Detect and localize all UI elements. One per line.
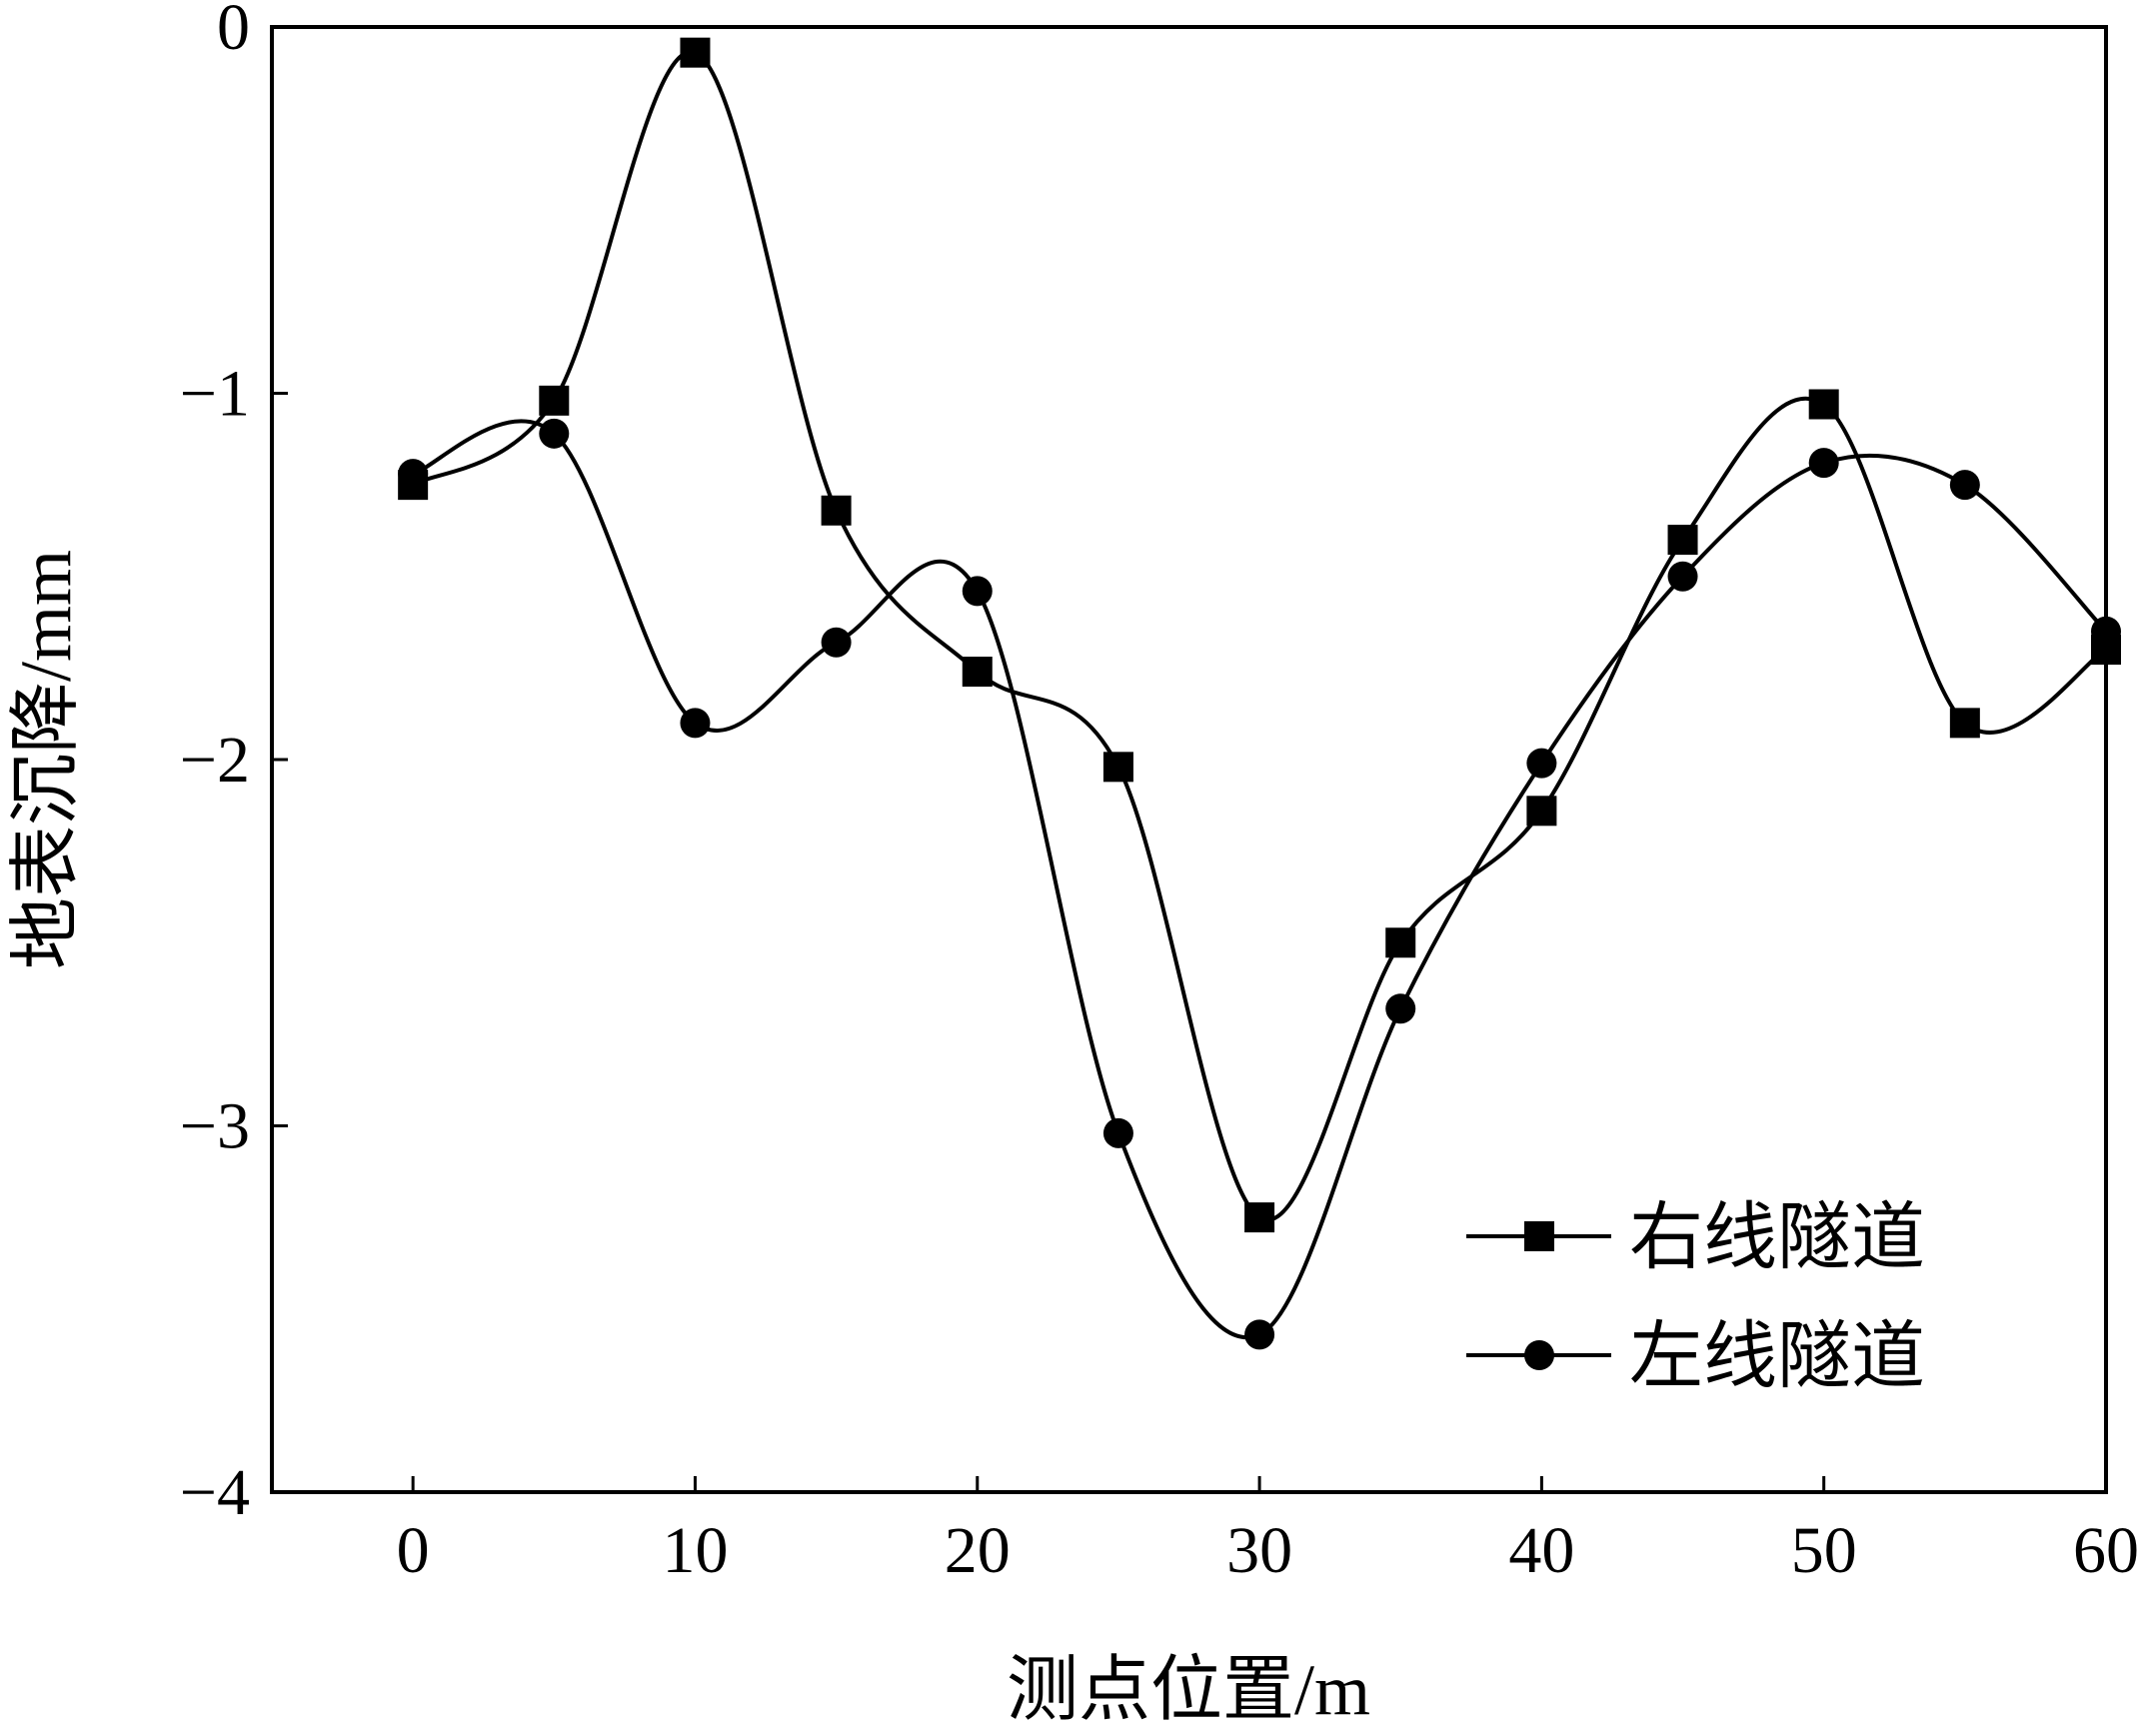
y-tick-label: −3 [180, 1090, 250, 1163]
x-tick-label: 20 [945, 1514, 1011, 1587]
square-point [821, 495, 852, 526]
legend-label: 右线隧道 [1629, 1197, 1925, 1279]
circle-point [680, 708, 711, 739]
x-tick-label: 0 [397, 1514, 430, 1587]
square-point [1244, 1202, 1275, 1233]
square-point [680, 37, 711, 68]
series-2 [398, 418, 2121, 1350]
circle-point [821, 627, 852, 658]
y-tick-label: −4 [180, 1456, 250, 1529]
square-point [1526, 796, 1557, 827]
legend-marker [1524, 1340, 1554, 1370]
circle-point [398, 459, 429, 490]
y-tick-label: 0 [217, 0, 250, 64]
square-point [1102, 752, 1133, 783]
square-point [1667, 525, 1698, 556]
y-tick-label: −1 [180, 358, 250, 431]
x-tick-label: 10 [662, 1514, 728, 1587]
square-point [539, 385, 570, 416]
series-line [412, 50, 2108, 1222]
x-axis-ticks: 0 10 20 30 40 50 60 [397, 1476, 2139, 1587]
y-tick-label: −2 [180, 724, 250, 797]
x-tick-label: 60 [2073, 1514, 2139, 1587]
circle-point [1244, 1319, 1275, 1350]
x-tick-label: 30 [1226, 1514, 1292, 1587]
square-point [1385, 927, 1416, 958]
x-axis-title: 测点位置/m [1007, 1650, 1370, 1730]
y-axis-ticks: 0 −1 −2 −3 −4 [180, 0, 288, 1529]
x-tick-label: 50 [1791, 1514, 1857, 1587]
circle-point [1667, 561, 1698, 592]
legend-marker [1524, 1221, 1554, 1251]
circle-point [1102, 1117, 1133, 1148]
series-1 [398, 37, 2121, 1233]
legend-item: 右线隧道 [1466, 1197, 1925, 1279]
circle-point [1385, 993, 1416, 1024]
x-tick-label: 40 [1508, 1514, 1574, 1587]
y-axis-title: 地表沉降/mm [6, 550, 86, 969]
square-point [1949, 708, 1980, 739]
square-point [962, 657, 993, 688]
circle-point [1526, 748, 1557, 779]
circle-point [1949, 470, 1980, 501]
circle-point [1808, 448, 1839, 479]
circle-point [962, 576, 993, 607]
square-point [1808, 389, 1839, 420]
circle-point [2091, 616, 2121, 647]
legend-item: 左线隧道 [1466, 1316, 1925, 1398]
series-layer [398, 37, 2121, 1350]
legend-label: 左线隧道 [1629, 1316, 1925, 1398]
circle-point [539, 418, 570, 449]
